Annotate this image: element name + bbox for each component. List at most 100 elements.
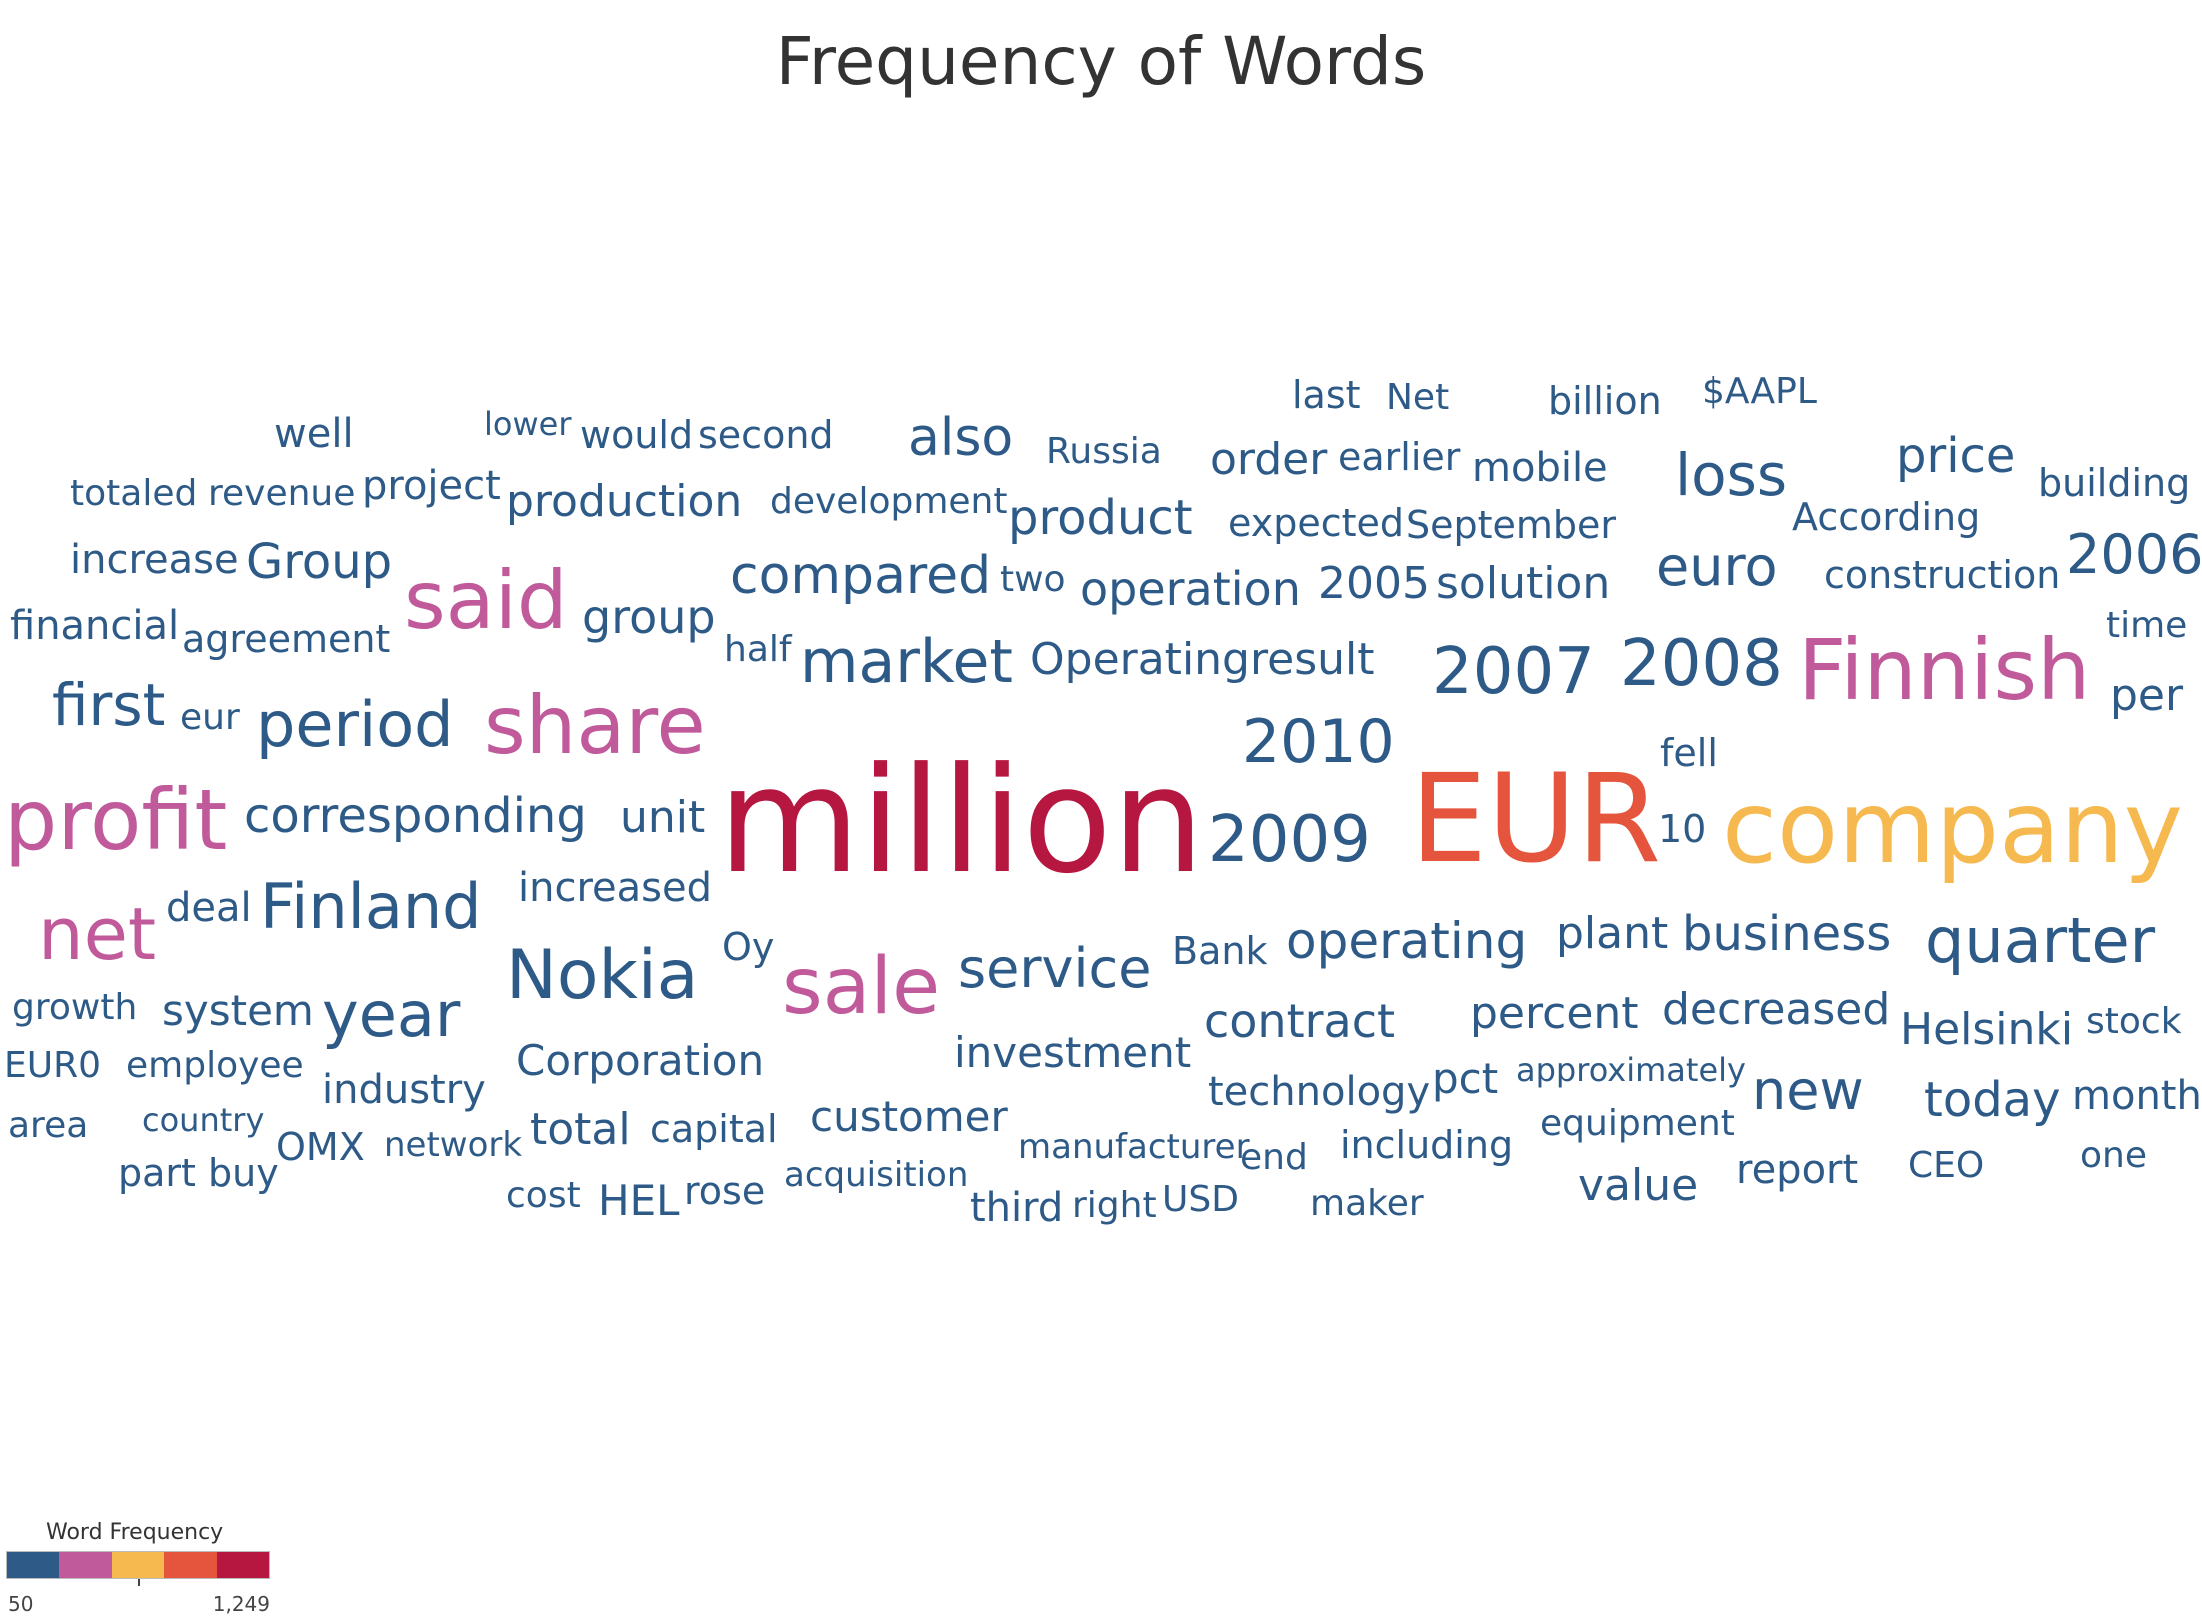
word-lower: lower bbox=[484, 405, 572, 443]
word-market: market bbox=[800, 627, 1013, 697]
word-plant: plant bbox=[1556, 908, 1669, 959]
word-nokia: Nokia bbox=[506, 936, 699, 1015]
word-country: country bbox=[142, 1101, 265, 1139]
word-omx: OMX bbox=[276, 1125, 365, 1169]
word-compared: compared bbox=[730, 546, 992, 606]
word-two: two bbox=[1000, 559, 1066, 600]
word-corporation: Corporation bbox=[516, 1036, 765, 1085]
word-euro: euro bbox=[1656, 535, 1778, 598]
word-area: area bbox=[8, 1105, 89, 1146]
word-total: total bbox=[530, 1104, 631, 1155]
word-one: one bbox=[2080, 1135, 2147, 1176]
word-would: would bbox=[580, 413, 694, 457]
word-eur: EUR bbox=[1410, 748, 1662, 890]
legend-swatch bbox=[216, 1552, 270, 1578]
word-end: end bbox=[1240, 1137, 1308, 1178]
word-project: project bbox=[362, 463, 501, 509]
word-cost: cost bbox=[506, 1175, 581, 1216]
word-finnish: Finnish bbox=[1798, 621, 2091, 719]
word-net: net bbox=[38, 892, 157, 976]
word-quarter: quarter bbox=[1925, 904, 2156, 977]
word-finland: Finland bbox=[260, 870, 482, 943]
word-2007: 2007 bbox=[1432, 635, 1595, 709]
word-half: half bbox=[724, 629, 792, 670]
word-part: part bbox=[118, 1151, 196, 1195]
word-manufacturer: manufacturer bbox=[1018, 1127, 1250, 1167]
word-oy: Oy bbox=[722, 925, 775, 969]
word-product: product bbox=[1008, 490, 1193, 546]
word-hel: HEL bbox=[598, 1176, 680, 1225]
word-totaled: totaled bbox=[70, 473, 198, 514]
word-corresponding: corresponding bbox=[244, 788, 587, 844]
word-2006: 2006 bbox=[2066, 523, 2202, 586]
word-employee: employee bbox=[126, 1045, 304, 1086]
word-percent: percent bbox=[1470, 988, 1639, 1039]
word-group: Group bbox=[246, 534, 393, 590]
word-maker: maker bbox=[1310, 1183, 1424, 1224]
word-pct: pct bbox=[1432, 1054, 1499, 1103]
legend-tick bbox=[138, 1579, 140, 1586]
word-third: third bbox=[970, 1185, 1064, 1231]
word-capital: capital bbox=[650, 1107, 778, 1151]
word-net: Net bbox=[1386, 377, 1450, 418]
word-equipment: equipment bbox=[1540, 1103, 1735, 1144]
word-decreased: decreased bbox=[1662, 984, 1891, 1035]
word-customer: customer bbox=[810, 1092, 1008, 1141]
word-increased: increased bbox=[518, 865, 712, 911]
word-billion: billion bbox=[1548, 379, 1662, 423]
word-agreement: agreement bbox=[182, 617, 391, 661]
word--aapl: $AAPL bbox=[1702, 371, 1817, 412]
word-construction: construction bbox=[1824, 553, 2061, 597]
word-building: building bbox=[2038, 461, 2191, 505]
word-technology: technology bbox=[1208, 1069, 1431, 1115]
legend-max-label: 1,249 bbox=[212, 1592, 270, 1616]
word-stock: stock bbox=[2086, 1001, 2182, 1042]
legend-swatch bbox=[7, 1552, 60, 1578]
word-share: share bbox=[484, 679, 706, 772]
word-first: first bbox=[52, 671, 166, 739]
word-period: period bbox=[256, 688, 454, 761]
word-price: price bbox=[1896, 428, 2016, 484]
word-new: new bbox=[1752, 1059, 1864, 1122]
word-september: September bbox=[1406, 503, 1617, 547]
word-development: development bbox=[770, 481, 1008, 522]
word-operating: operating bbox=[1286, 912, 1528, 970]
word-sale: sale bbox=[782, 942, 941, 1032]
word-including: including bbox=[1340, 1123, 1514, 1167]
word-million: million bbox=[718, 736, 1205, 906]
word-10: 10 bbox=[1658, 807, 1707, 851]
word-investment: investment bbox=[954, 1028, 1192, 1077]
word-helsinki: Helsinki bbox=[1900, 1004, 2074, 1055]
word-2005: 2005 bbox=[1318, 558, 1430, 609]
word-year: year bbox=[322, 978, 461, 1051]
word-value: value bbox=[1578, 1160, 1699, 1211]
legend-swatch bbox=[59, 1552, 112, 1578]
word-report: report bbox=[1736, 1147, 1859, 1193]
word-loss: loss bbox=[1675, 441, 1788, 509]
word-network: network bbox=[384, 1125, 523, 1165]
word-said: said bbox=[404, 554, 568, 647]
color-legend: Word Frequency 50 1,249 bbox=[6, 1520, 276, 1620]
word-growth: growth bbox=[12, 987, 138, 1028]
legend-swatch bbox=[111, 1552, 165, 1578]
word-buy: buy bbox=[208, 1151, 279, 1195]
legend-min-label: 50 bbox=[8, 1592, 34, 1616]
word-second: second bbox=[698, 413, 834, 457]
word-production: production bbox=[506, 476, 743, 527]
word-today: today bbox=[1924, 1072, 2061, 1128]
legend-swatch bbox=[164, 1552, 217, 1578]
word-order: order bbox=[1210, 434, 1328, 485]
word-system: system bbox=[162, 986, 314, 1035]
word-expected: expected bbox=[1228, 501, 1404, 545]
word-eur0: EUR0 bbox=[4, 1045, 102, 1086]
word-rose: rose bbox=[684, 1169, 766, 1213]
word-operating: Operating bbox=[1030, 634, 1250, 685]
word-according: According bbox=[1792, 495, 1981, 539]
word-industry: industry bbox=[322, 1067, 486, 1113]
word-bank: Bank bbox=[1172, 929, 1268, 973]
word-earlier: earlier bbox=[1338, 435, 1461, 479]
word-last: last bbox=[1292, 373, 1361, 417]
word-solution: solution bbox=[1436, 558, 1611, 609]
word-month: month bbox=[2072, 1073, 2202, 1119]
word-service: service bbox=[958, 937, 1152, 1000]
